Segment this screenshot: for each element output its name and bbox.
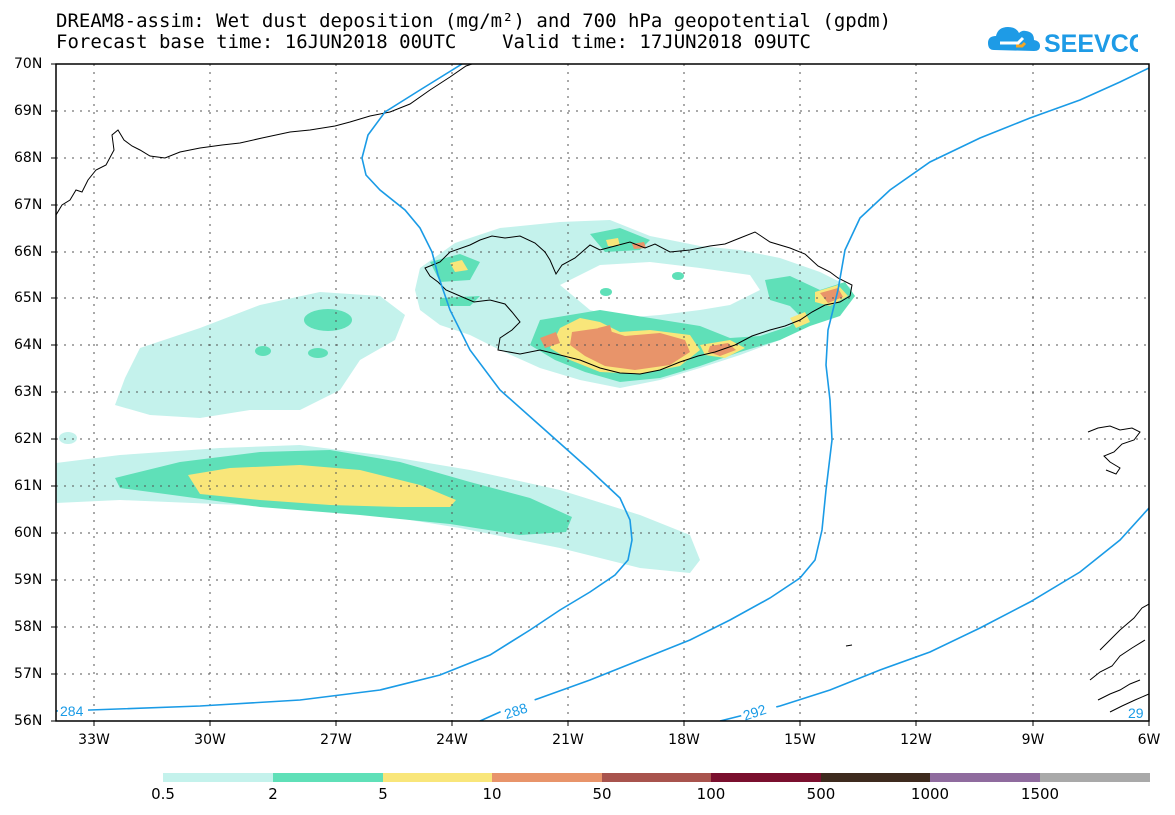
lat-label: 70N: [14, 56, 43, 72]
legend-swatch: [602, 773, 711, 782]
lon-label: 33W: [78, 732, 110, 748]
lon-label: 21W: [552, 732, 584, 748]
lon-label: 12W: [900, 732, 932, 748]
legend-label: 10: [482, 785, 502, 803]
legend-label: 0.5: [151, 785, 175, 803]
map-title: DREAM8-assim: Wet dust deposition (mg/m²…: [56, 10, 892, 32]
lat-label: 67N: [14, 197, 43, 213]
lat-label: 60N: [14, 525, 43, 541]
lon-label: 27W: [320, 732, 352, 748]
lat-label: 66N: [14, 244, 43, 260]
coastlines: [56, 64, 1149, 713]
legend-label: 1500: [1020, 785, 1060, 803]
lat-label: 68N: [14, 150, 43, 166]
legend-swatch: [1040, 773, 1150, 782]
tick-marks: [51, 63, 1150, 726]
contour-labels: 284 288 292 29: [58, 692, 1144, 724]
lat-label: 59N: [14, 572, 43, 588]
legend-swatch: [492, 773, 602, 782]
contour-label-29: 29: [1128, 705, 1144, 721]
iceland-coast: [424, 231, 853, 375]
legend-label: 50: [592, 785, 612, 803]
lon-label: 18W: [668, 732, 700, 748]
lat-label: 58N: [14, 619, 43, 635]
greenland-coast: [56, 64, 473, 216]
legend-label: 500: [806, 785, 836, 803]
legend-label: 100: [696, 785, 726, 803]
lat-label: 64N: [14, 337, 43, 353]
lat-label: 61N: [14, 478, 43, 494]
lat-label: 65N: [14, 290, 43, 306]
contour-292: [719, 507, 1149, 721]
legend-label: 5: [378, 785, 388, 803]
contour-label-284: 284: [60, 703, 84, 719]
scotland-coast: [1089, 603, 1149, 713]
deposition-iceland-orange: [570, 328, 690, 370]
legend-swatch: [383, 773, 492, 782]
contour-284: [56, 64, 633, 712]
map-subtitle-times: Forecast base time: 16JUN2018 00UTC Vali…: [56, 31, 811, 53]
legend-swatch: [711, 773, 821, 782]
contour-label-292: 292: [741, 701, 768, 724]
lat-label: 56N: [14, 713, 43, 729]
lon-label: 9W: [1021, 732, 1045, 748]
contour-288: [479, 67, 1149, 721]
graticule: [56, 64, 1149, 721]
lon-label: 15W: [784, 732, 816, 748]
legend-label: 2: [268, 785, 278, 803]
legend-swatch: [163, 773, 273, 782]
lon-label: 30W: [194, 732, 226, 748]
lon-label: 24W: [436, 732, 468, 748]
contour-label-288: 288: [502, 700, 529, 723]
faroe-islands: [1087, 425, 1141, 475]
lat-label: 57N: [14, 666, 43, 682]
legend-swatch: [930, 773, 1040, 782]
lon-label: 6W: [1137, 732, 1161, 748]
legend-swatch: [821, 773, 930, 782]
dust-deposition-fields: [56, 220, 855, 573]
lat-label: 62N: [14, 431, 43, 447]
legend-label: 1000: [910, 785, 950, 803]
lat-label: 69N: [14, 103, 43, 119]
legend-swatch: [273, 773, 383, 782]
lat-label: 63N: [14, 384, 43, 400]
